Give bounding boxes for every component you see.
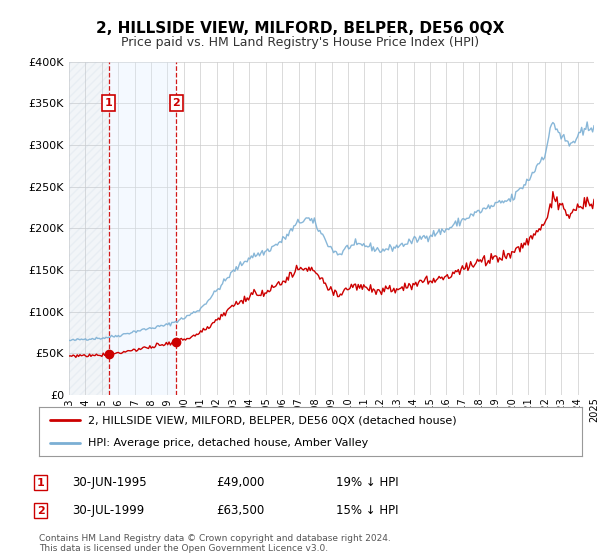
Text: Price paid vs. HM Land Registry's House Price Index (HPI): Price paid vs. HM Land Registry's House …	[121, 36, 479, 49]
Text: £49,000: £49,000	[216, 476, 265, 489]
Text: 15% ↓ HPI: 15% ↓ HPI	[336, 504, 398, 517]
Bar	[109, 62, 176, 395]
Text: 19% ↓ HPI: 19% ↓ HPI	[336, 476, 398, 489]
Text: 30-JUN-1995: 30-JUN-1995	[72, 476, 146, 489]
Text: 1: 1	[37, 478, 44, 488]
Text: HPI: Average price, detached house, Amber Valley: HPI: Average price, detached house, Ambe…	[88, 438, 368, 448]
Bar	[69, 62, 109, 395]
Text: 2, HILLSIDE VIEW, MILFORD, BELPER, DE56 0QX (detached house): 2, HILLSIDE VIEW, MILFORD, BELPER, DE56 …	[88, 416, 457, 426]
Text: 1: 1	[105, 98, 113, 108]
Text: 30-JUL-1999: 30-JUL-1999	[72, 504, 144, 517]
Text: 2, HILLSIDE VIEW, MILFORD, BELPER, DE56 0QX: 2, HILLSIDE VIEW, MILFORD, BELPER, DE56 …	[96, 21, 504, 36]
Text: £63,500: £63,500	[216, 504, 264, 517]
Text: 2: 2	[172, 98, 180, 108]
Text: 2: 2	[37, 506, 44, 516]
Text: Contains HM Land Registry data © Crown copyright and database right 2024.
This d: Contains HM Land Registry data © Crown c…	[39, 534, 391, 553]
